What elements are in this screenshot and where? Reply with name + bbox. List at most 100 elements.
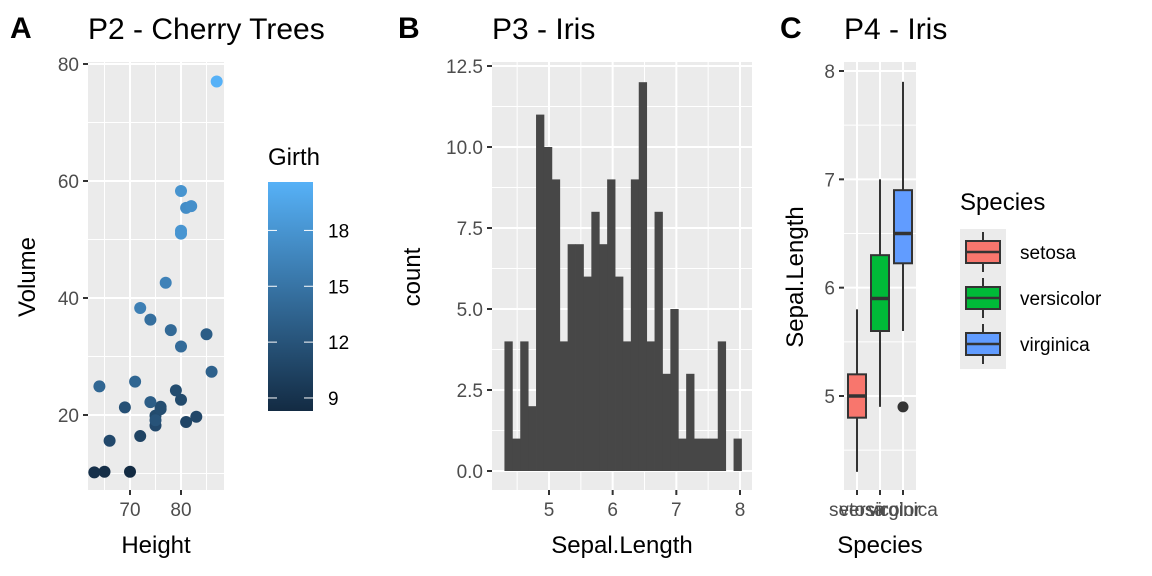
y-tick-label: 5.0 <box>457 300 483 321</box>
y-tick-label: 40 <box>58 289 79 310</box>
scatter-point <box>185 200 198 213</box>
histogram-bar <box>583 276 592 471</box>
panel-c-boxes <box>847 81 913 472</box>
y-tick-label: 12.5 <box>446 57 483 78</box>
panel-c-title: P4 - Iris <box>844 13 947 46</box>
legend-label: setosa <box>1020 243 1076 264</box>
histogram-bar <box>599 244 608 471</box>
y-tick-label: 60 <box>58 172 79 193</box>
scatter-point <box>129 375 142 388</box>
panel-a-x-label: Height <box>121 532 191 559</box>
histogram-bar <box>512 438 521 471</box>
histogram-bar <box>654 211 663 472</box>
boxplot-setosa <box>847 309 867 472</box>
scatter-point <box>103 434 116 447</box>
girth-colorbar-ticks: 9 12 15 18 <box>268 221 349 410</box>
panel-a-points <box>88 75 223 479</box>
scatter-point <box>159 276 172 289</box>
histogram-bar <box>559 341 569 471</box>
histogram-bar <box>591 211 600 472</box>
histogram-bar <box>678 438 687 471</box>
histogram-bar <box>662 373 671 471</box>
y-tick-label: 7.5 <box>457 219 483 240</box>
panel-tag-b: B <box>398 12 420 45</box>
scatter-point <box>175 340 187 353</box>
histogram-bar <box>575 244 584 471</box>
histogram-bar <box>701 438 711 471</box>
scatter-point <box>88 466 101 479</box>
panel-a-y-axis: 20 40 60 80 <box>58 55 88 427</box>
y-tick-label: 6 <box>824 279 835 300</box>
histogram-bar <box>504 341 513 471</box>
histogram-bar <box>615 276 624 471</box>
boxplot-versicolor <box>870 179 890 407</box>
panel-a: A P2 - Cherry Trees 20 40 60 80 70 80 Height… <box>10 12 349 559</box>
histogram-bar <box>709 438 719 471</box>
panel-a-title: P2 - Cherry Trees <box>88 13 325 46</box>
x-tick-label: virginica <box>868 500 938 521</box>
y-tick-label: 7 <box>824 170 835 191</box>
scatter-point <box>134 430 147 443</box>
histogram-bar <box>717 341 727 471</box>
legend-item-setosa: setosa <box>965 232 1076 272</box>
scatter-point <box>134 301 147 314</box>
histogram-bar <box>686 373 695 471</box>
scatter-point <box>180 416 193 429</box>
scatter-point <box>175 227 187 240</box>
scatter-point <box>93 380 106 393</box>
x-tick-label: 5 <box>544 500 555 521</box>
scatter-point <box>190 410 203 423</box>
box <box>893 189 913 265</box>
panel-tag-a: A <box>10 12 32 45</box>
legend-item-virginica: virginica <box>965 324 1090 364</box>
histogram-bar <box>520 341 529 471</box>
y-tick-label: 80 <box>58 55 79 76</box>
scatter-point <box>118 401 131 414</box>
legend-label: versicolor <box>1020 289 1102 310</box>
scatter-point <box>169 384 182 397</box>
panel-tag-c: C <box>780 12 802 45</box>
histogram-bar <box>646 341 655 471</box>
y-tick-label: 0.0 <box>457 462 483 483</box>
colorbar-tick-label: 12 <box>328 333 349 354</box>
y-tick-label: 2.5 <box>457 381 483 402</box>
colorbar-tick-label: 18 <box>328 221 349 242</box>
panel-b: B P3 - Iris 0.0 2.5 5.0 7.5 10.0 12.5 5 6 7 8 Se… <box>398 12 752 559</box>
girth-colorbar <box>268 182 313 411</box>
y-tick-label: 8 <box>824 62 835 83</box>
histogram-bar <box>567 244 576 471</box>
histogram-bar <box>638 82 648 471</box>
legend-label: virginica <box>1020 335 1090 356</box>
y-tick-label: 10.0 <box>446 138 483 159</box>
panel-b-x-label: Sepal.Length <box>551 532 692 559</box>
x-tick-label: setosa <box>829 500 885 521</box>
scatter-point <box>124 465 136 478</box>
panel-b-x-axis: 5 6 7 8 <box>544 490 745 521</box>
scatter-point <box>210 75 223 88</box>
y-tick-label: 20 <box>58 406 79 427</box>
girth-legend-title: Girth <box>268 144 320 171</box>
panel-c-y-axis: 5 6 7 8 <box>824 62 844 408</box>
histogram-bar <box>622 341 632 471</box>
scatter-point <box>200 328 213 341</box>
box <box>870 254 890 333</box>
histogram-bar <box>528 406 537 471</box>
scatter-point <box>205 365 218 378</box>
panel-a-x-axis: 70 80 <box>119 490 192 521</box>
x-tick-label: versicolor <box>839 500 921 521</box>
panel-b-title: P3 - Iris <box>492 13 595 46</box>
panel-b-y-label: count <box>399 247 426 306</box>
species-legend: setosa versicolor virginica <box>965 232 1102 364</box>
histogram-bar <box>733 438 742 471</box>
panel-a-y-label: Volume <box>14 237 41 317</box>
scatter-point <box>164 324 177 337</box>
panel-c-y-label: Sepal.Length <box>782 206 809 347</box>
boxplot-virginica <box>893 81 913 413</box>
panel-b-y-axis: 0.0 2.5 5.0 7.5 10.0 12.5 <box>446 57 492 483</box>
histogram-bar <box>670 309 679 471</box>
scatter-point <box>175 393 187 406</box>
outlier-point <box>897 401 909 413</box>
